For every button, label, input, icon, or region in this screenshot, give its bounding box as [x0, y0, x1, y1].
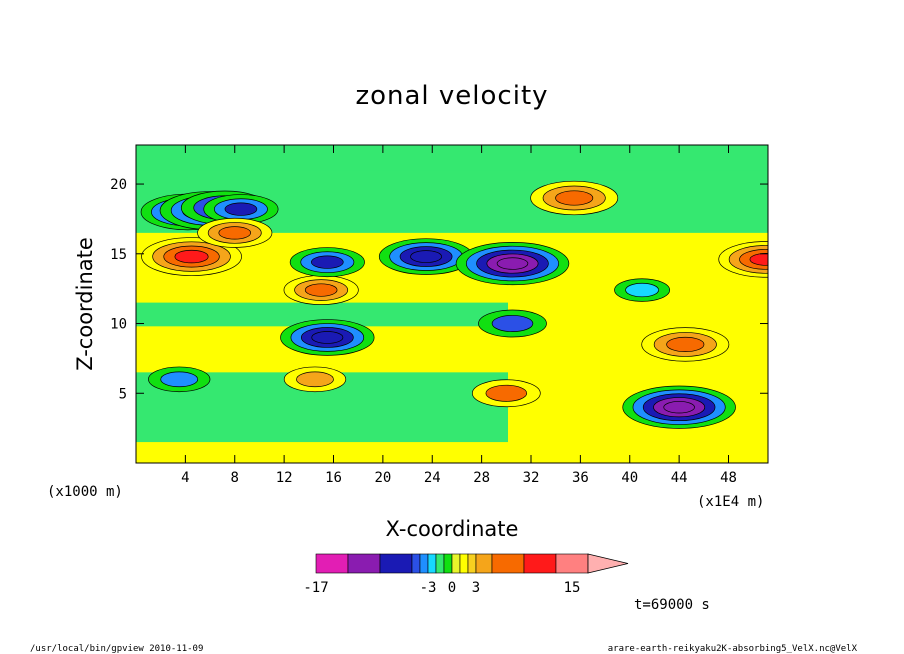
contour-region: [304, 283, 338, 297]
colorbar: [315, 553, 629, 574]
colorbar-segment: [419, 553, 429, 574]
contour-region: [311, 331, 344, 344]
field-band: [136, 302, 508, 327]
x-tick-label: 20: [374, 470, 391, 486]
colorbar-segment: [379, 553, 413, 574]
colorbar-segment: [435, 553, 445, 574]
contour-region: [491, 315, 534, 332]
y-axis-label: Z-coordinate: [73, 237, 97, 371]
x-axis-label: X-coordinate: [386, 517, 519, 541]
y-tick-label: 15: [110, 247, 127, 263]
plot-frame: [135, 144, 769, 464]
colorbar-segment: [491, 553, 525, 574]
x-unit-label: (x1000 m): [47, 484, 123, 500]
x-tick-label: 12: [276, 470, 293, 486]
contour-region: [663, 401, 695, 414]
x-tick-label: 36: [572, 470, 589, 486]
colorbar-label: 0: [448, 580, 456, 596]
contour-region: [485, 384, 528, 402]
x-tick-label: 40: [621, 470, 638, 486]
colorbar-segment: [443, 553, 453, 574]
x-tick-label: 8: [231, 470, 239, 486]
contour-region: [625, 282, 660, 298]
plot-area: [135, 144, 769, 464]
colorbar-segment: [475, 553, 493, 574]
y-tick-label: 20: [110, 177, 127, 193]
contour-region: [296, 371, 334, 388]
colorbar-extend-tip: [587, 553, 629, 574]
x-tick-label: 16: [325, 470, 342, 486]
y-tick-label: 10: [110, 317, 127, 333]
contour-region: [555, 190, 594, 206]
x-tick-label: 32: [523, 470, 540, 486]
colorbar-segment: [411, 553, 421, 574]
colorbar-segment: [523, 553, 557, 574]
y-axis: 5 10 15 20: [110, 177, 768, 402]
colorbar-label: -17: [303, 580, 328, 596]
contour-region: [224, 202, 258, 216]
colorbar-tick-labels: -17 -3 0 3 15: [303, 580, 580, 596]
colorbar-segment: [459, 553, 469, 574]
contour-region: [496, 257, 529, 270]
time-label: t=69000 s: [634, 597, 710, 613]
contour-region: [218, 226, 252, 240]
colorbar-label: 3: [472, 580, 480, 596]
contour-region: [174, 249, 209, 264]
footer-right: arare-earth-reikyaku2K-absorbing5_VelX.n…: [608, 644, 858, 654]
colorbar-segment: [555, 553, 589, 574]
y-unit-label: (x1E4 m): [697, 494, 764, 510]
x-tick-label: 24: [424, 470, 441, 486]
contour-region: [311, 255, 344, 269]
x-tick-label: 4: [181, 470, 189, 486]
y-tick-label: 5: [119, 386, 127, 402]
x-tick-label: 48: [720, 470, 737, 486]
colorbar-segment: [467, 553, 477, 574]
colorbar-label: -3: [420, 580, 437, 596]
colorbar-label: 15: [564, 580, 581, 596]
field-band: [136, 145, 768, 171]
colorbar-segment: [315, 553, 349, 574]
colorbar-segment: [347, 553, 381, 574]
contour-region: [666, 336, 705, 352]
contour-region: [410, 250, 443, 263]
x-tick-label: 44: [671, 470, 688, 486]
contour-region: [749, 253, 768, 266]
chart-title: zonal velocity: [355, 81, 548, 111]
footer-left: /usr/local/bin/gpview 2010-11-09: [30, 644, 203, 654]
x-axis: 4 8 12 16 20 24 28 32 36 40 44 48: [181, 145, 737, 486]
x-tick-label: 28: [473, 470, 490, 486]
contour-region: [160, 371, 199, 388]
colorbar-segment: [451, 553, 461, 574]
colorbar-segment: [427, 553, 437, 574]
